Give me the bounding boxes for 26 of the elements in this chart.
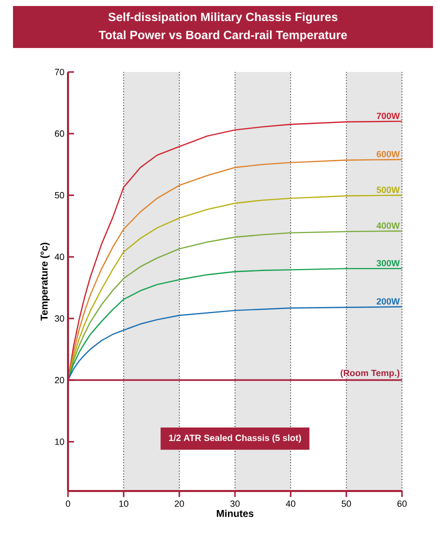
x-tick-label: 50 — [342, 500, 351, 507]
series-label: 300W — [376, 260, 400, 266]
y-tick-label: 40 — [54, 254, 64, 260]
annotation: 1/2 ATR Sealed Chassis (5 slot) — [169, 434, 301, 443]
y-axis-title: Temperature (°c) — [40, 242, 50, 321]
ref-line-label: (Room Temp.) — [340, 370, 400, 378]
y-tick-label: 30 — [54, 315, 64, 322]
x-axis-title: Minutes — [216, 510, 254, 518]
series-label: 700W — [376, 112, 400, 120]
y-tick-label: 20 — [54, 376, 64, 384]
x-tick-label: 30 — [230, 500, 240, 507]
chart-subtitle: Total Power vs Board Card-rail Temperature — [98, 30, 347, 42]
series-label: 200W — [376, 298, 400, 305]
y-tick-label: 60 — [54, 130, 64, 137]
y-tick-label: 70 — [54, 68, 64, 76]
series-label: 600W — [376, 150, 400, 158]
chart-title: Self-dissipation Military Chassis Figures — [108, 12, 338, 24]
y-tick-label: 50 — [54, 192, 64, 198]
x-tick-label: 20 — [174, 500, 184, 507]
x-tick-label: 0 — [66, 500, 70, 507]
series-label: 500W — [376, 186, 400, 194]
series-label: 400W — [376, 222, 400, 229]
x-tick-label: 60 — [397, 500, 407, 507]
x-tick-label: 40 — [286, 500, 296, 507]
x-tick-label: 10 — [119, 500, 128, 507]
y-tick-label: 10 — [55, 438, 64, 445]
